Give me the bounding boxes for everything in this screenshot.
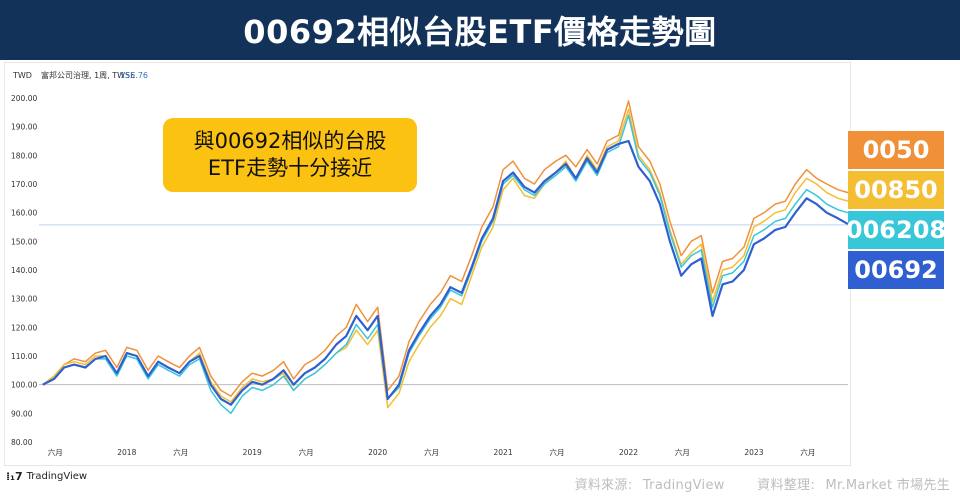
- line-chart: 200.00 190.00 180.00 170.00 160.00 150.00 140.…: [11, 70, 849, 457]
- callout-line-2: ETF走勢十分接近: [207, 156, 373, 180]
- y-tick-label: 80.00: [11, 438, 33, 447]
- legend-item-0050: 0050: [848, 131, 944, 169]
- legend-item-00692: 00692: [848, 251, 944, 289]
- arrange-value: Mr.Market 市場先生: [825, 478, 950, 493]
- y-tick-label: 140.00: [11, 266, 37, 275]
- y-tick-label: 130.00: [11, 295, 37, 304]
- y-tick-label: 180.00: [11, 151, 37, 160]
- x-tick-label: 2020: [368, 448, 387, 457]
- x-tick-label: 2022: [619, 448, 638, 457]
- x-tick-label: 六月: [424, 447, 439, 457]
- series-line-00692: [42, 139, 849, 406]
- x-tick-label: 六月: [675, 447, 690, 457]
- legend-label: 006208: [845, 216, 947, 244]
- x-tick-label: 2023: [744, 448, 763, 457]
- x-tick-label: 2019: [243, 448, 262, 457]
- y-tick-label: 110.00: [11, 352, 37, 361]
- y-tick-label: 90.00: [11, 409, 33, 418]
- legend-item-00850: 00850: [848, 171, 944, 209]
- callout-box: 與00692相似的台股 ETF走勢十分接近: [163, 118, 417, 192]
- x-tick-label: 六月: [550, 447, 565, 457]
- source-label: 資料來源:: [574, 478, 633, 493]
- tradingview-logo-text: TradingView: [26, 471, 88, 482]
- tradingview-logo[interactable]: ⁞₁7 TradingView: [6, 470, 87, 483]
- legend: 0050 00850 006208 00692: [845, 131, 947, 291]
- source-value: TradingView: [642, 478, 725, 493]
- legend-label: 00850: [854, 176, 938, 204]
- x-tick-label: 六月: [299, 447, 314, 457]
- x-tick-label: 六月: [48, 447, 63, 457]
- y-tick-label: 160.00: [11, 209, 37, 218]
- y-tick-label: 190.00: [11, 123, 37, 132]
- series-line-0050: [42, 100, 849, 397]
- tradingview-icon: ⁞₁7: [6, 470, 23, 483]
- y-tick-label: 120.00: [11, 323, 37, 332]
- source-credit: 資料來源: TradingView 資料整理: Mr.Market 市場先生: [569, 474, 950, 493]
- legend-item-006208: 006208: [845, 211, 947, 249]
- instrument-label: 富邦公司治理, 1周, TWSE: [41, 70, 135, 80]
- chart-frame: 200.00 190.00 180.00 170.00 160.00 150.00 140.…: [4, 62, 851, 466]
- x-tick-label: 六月: [173, 447, 188, 457]
- x-tick-label: 2018: [117, 448, 136, 457]
- series-line-006208: [42, 114, 849, 415]
- callout-line-1: 與00692相似的台股: [193, 129, 387, 153]
- x-tick-label: 2021: [494, 448, 513, 457]
- y-tick-label: 150.00: [11, 237, 37, 246]
- y-tick-label: 170.00: [11, 180, 37, 189]
- legend-label: 00692: [854, 256, 938, 284]
- y-tick-label: 200.00: [11, 94, 37, 103]
- currency-label: TWD: [12, 71, 32, 80]
- legend-label: 0050: [862, 136, 930, 164]
- last-price-label: 155.76: [120, 71, 148, 80]
- page-title: 00692相似台股ETF價格走勢圖: [0, 0, 960, 60]
- x-tick-label: 六月: [800, 447, 815, 457]
- arrange-label: 資料整理:: [757, 478, 816, 493]
- y-tick-label: 100.00: [11, 381, 37, 390]
